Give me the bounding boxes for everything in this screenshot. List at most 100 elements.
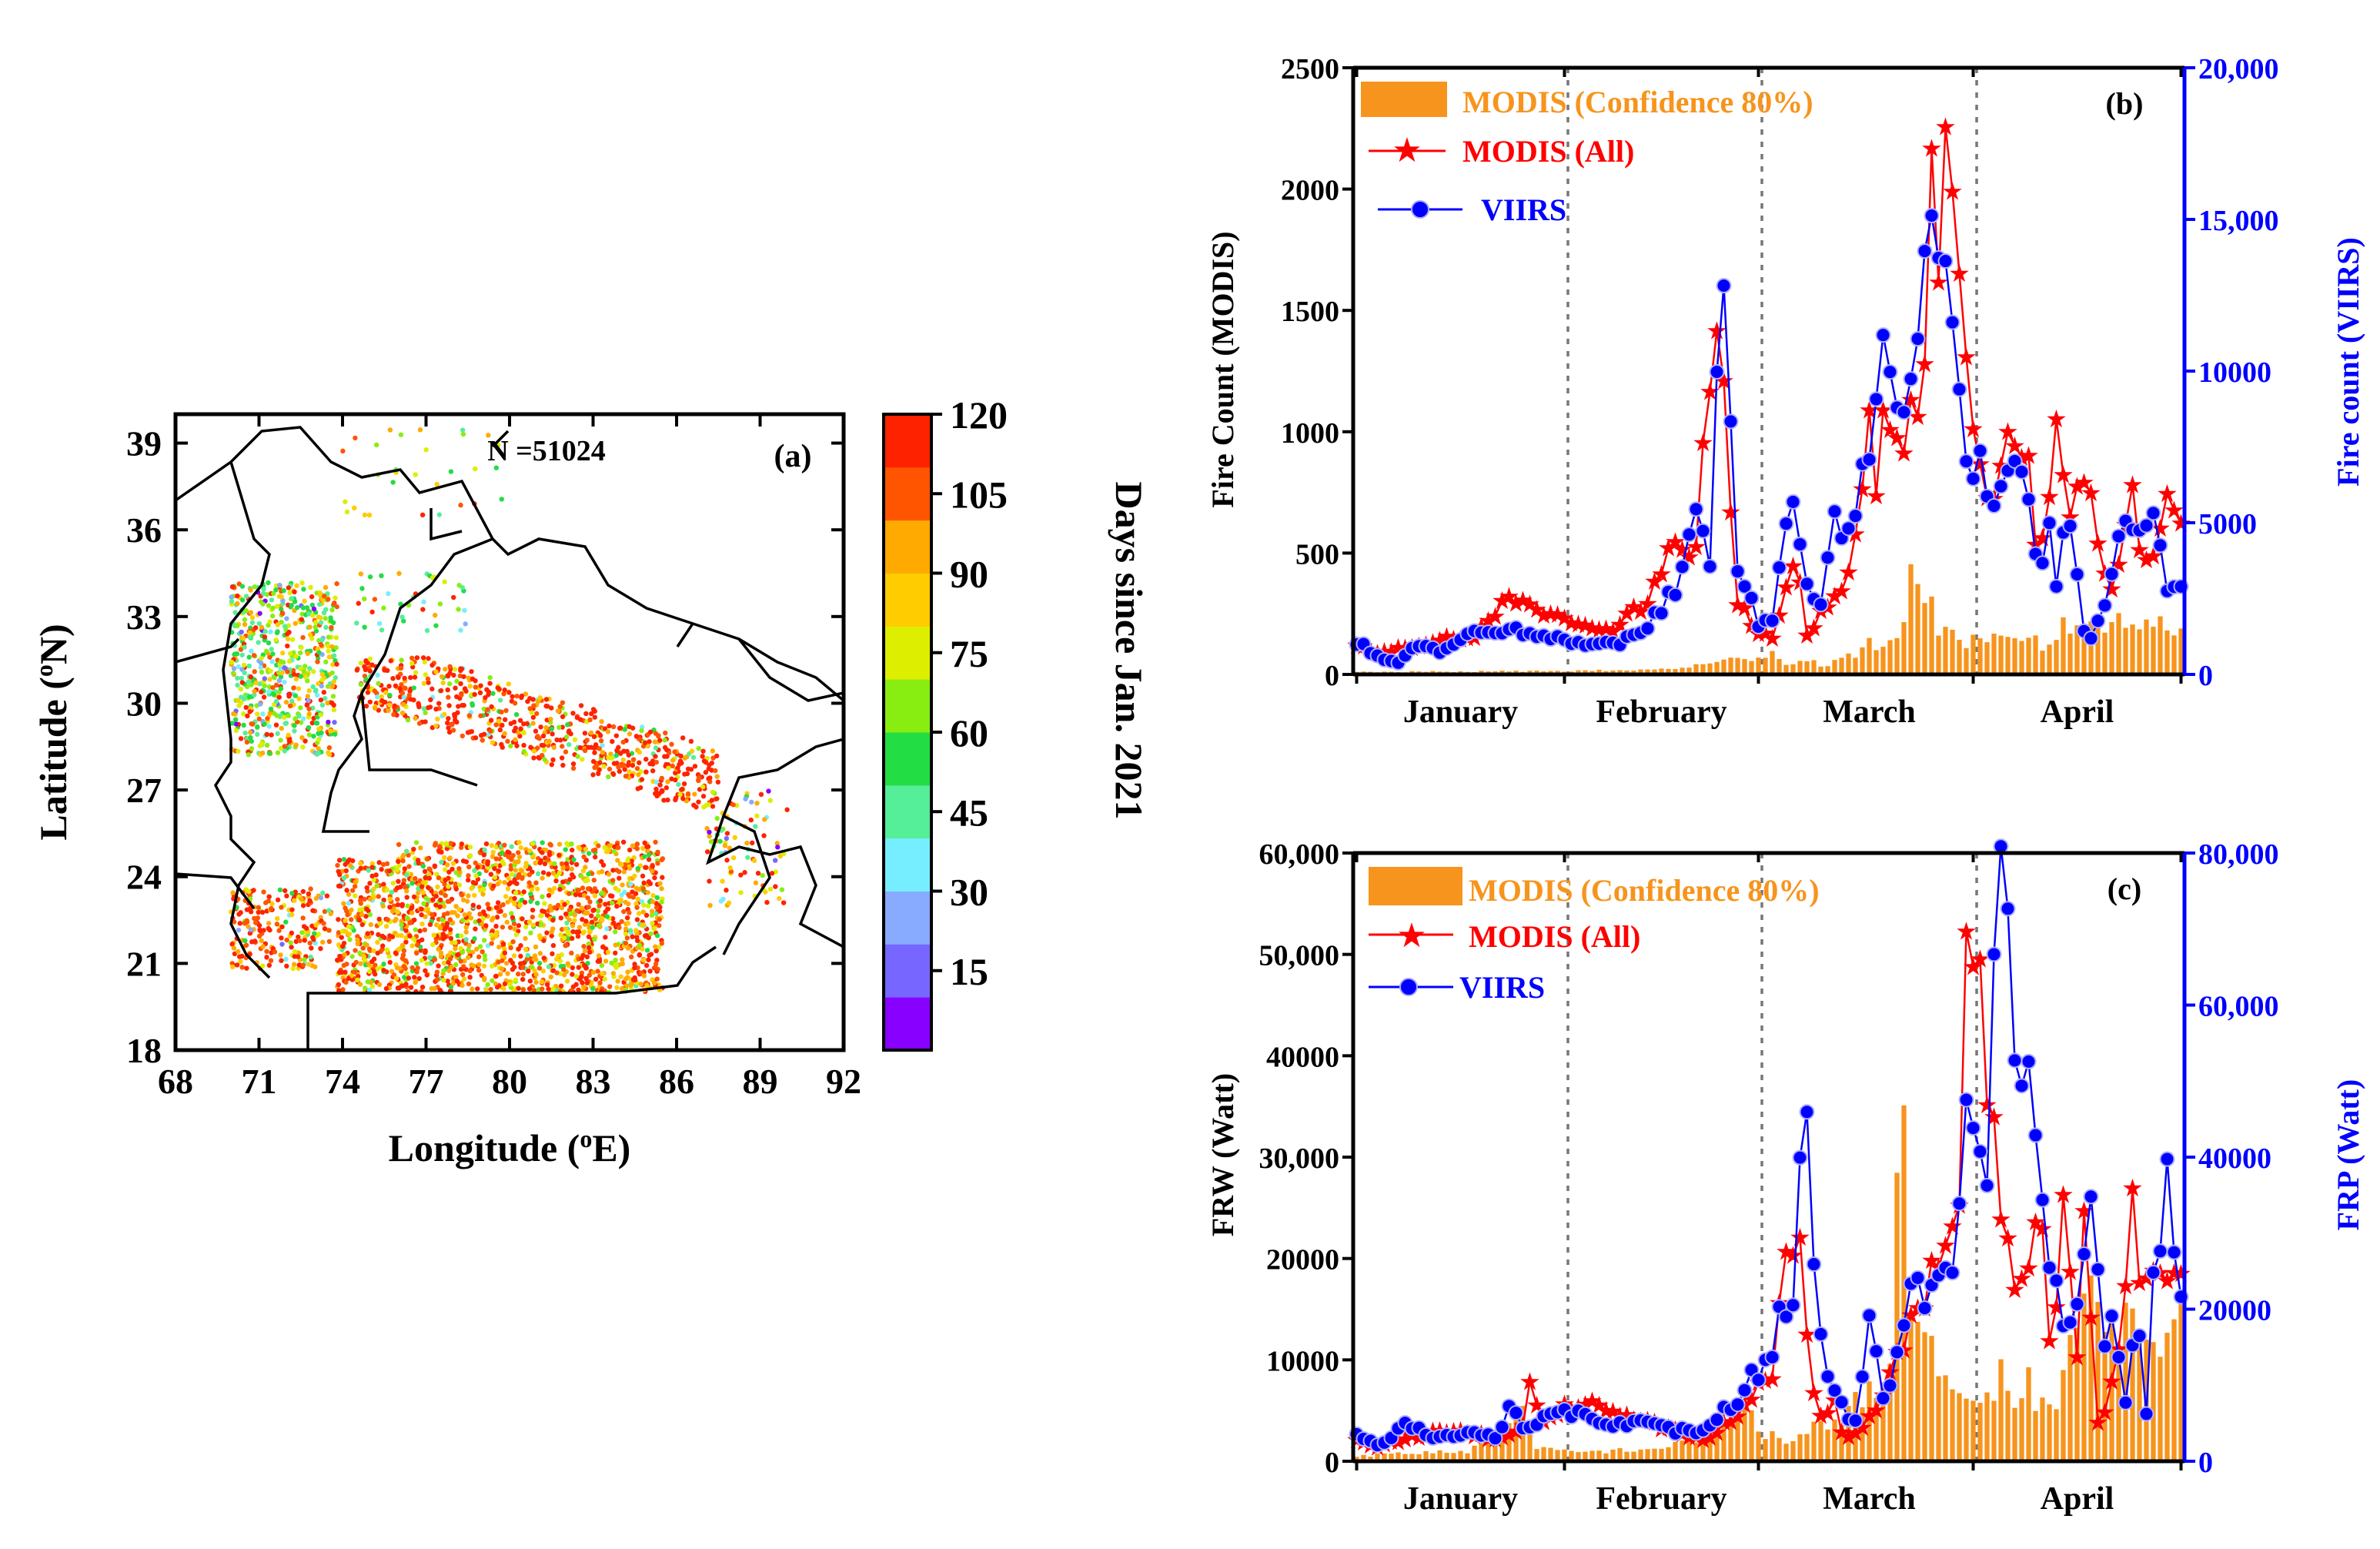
bar (1936, 1376, 1941, 1461)
fire-point (784, 807, 790, 812)
fire-point (235, 601, 240, 607)
fire-point (287, 703, 293, 709)
fire-point (642, 854, 647, 859)
fire-point (427, 704, 433, 710)
fire-point (460, 427, 466, 433)
fire-point (659, 899, 664, 905)
fire-point (502, 946, 507, 952)
fire-point (423, 968, 428, 974)
fire-point (324, 893, 330, 898)
fire-point (488, 718, 494, 723)
bar (2033, 1410, 2038, 1461)
fire-point (248, 587, 253, 593)
fire-point (755, 871, 761, 876)
fire-point (489, 704, 494, 710)
modis-all-point: ★ (1955, 918, 1977, 945)
fire-point (571, 857, 577, 862)
fire-point (602, 726, 608, 731)
fire-point (311, 606, 317, 612)
viirs-point (1882, 1377, 1898, 1393)
fire-point (442, 882, 447, 887)
fire-point (400, 858, 406, 864)
fire-point (409, 881, 415, 886)
fire-point (581, 892, 587, 898)
fire-point (326, 928, 332, 933)
fire-point (382, 667, 387, 673)
bar (1777, 1437, 1782, 1461)
viirs-point (1640, 621, 1656, 637)
fire-point (525, 969, 531, 974)
fire-point (544, 912, 550, 918)
fire-point (291, 962, 297, 967)
fire-point (610, 971, 617, 976)
bar (1375, 1454, 1380, 1461)
fire-point (510, 852, 516, 858)
fire-point (283, 699, 289, 705)
bar (1936, 635, 1941, 674)
fire-point (627, 928, 633, 933)
fire-point (346, 857, 353, 862)
fire-point (256, 905, 262, 910)
fire-point (548, 974, 553, 980)
fire-point (310, 613, 316, 618)
fire-point (453, 940, 458, 945)
fire-point (441, 912, 447, 917)
fire-point (744, 840, 750, 846)
fire-point (483, 987, 489, 992)
fire-point (358, 901, 363, 906)
viirs-point (1944, 1265, 1960, 1281)
fire-point (236, 748, 241, 754)
fire-point (493, 856, 500, 861)
fire-point (602, 845, 608, 851)
bar (1929, 1336, 1934, 1461)
bar (1617, 670, 1623, 674)
fire-point (546, 857, 551, 862)
bar (1402, 1454, 1408, 1461)
fire-point (381, 968, 386, 973)
fire-point (395, 897, 400, 902)
fire-point (610, 900, 615, 906)
fire-point (333, 645, 339, 651)
fire-point (398, 601, 403, 607)
fire-point (632, 965, 637, 971)
fire-point (472, 936, 477, 942)
fire-point (423, 950, 428, 955)
fire-point (276, 677, 282, 684)
fire-point (307, 632, 313, 637)
bar (1389, 1454, 1394, 1461)
fire-point (396, 570, 402, 577)
fire-point (239, 584, 246, 589)
bar (1714, 1429, 1720, 1461)
fire-point (393, 975, 399, 982)
panel-b-viirs-line (1349, 208, 2189, 671)
bar (1915, 1321, 1920, 1461)
fire-point (356, 601, 361, 606)
fire-point (532, 968, 537, 974)
fire-point (566, 729, 572, 735)
fire-point (476, 918, 482, 924)
fire-point (369, 984, 376, 989)
fire-point (296, 696, 302, 701)
fire-point (363, 658, 369, 664)
fire-point (526, 986, 533, 992)
bar (1735, 1403, 1740, 1461)
fire-point (574, 929, 580, 935)
viirs-point (1903, 371, 1919, 387)
fire-point (596, 771, 601, 777)
fire-point (556, 953, 561, 959)
fire-point (460, 964, 466, 969)
fire-point (284, 963, 289, 969)
fire-point (331, 707, 337, 713)
fire-point (292, 621, 298, 626)
fire-point (600, 862, 607, 868)
fire-point (321, 921, 326, 926)
fire-point (603, 909, 608, 915)
fire-point (393, 683, 399, 689)
viirs-point (2097, 1338, 2113, 1354)
fire-point (610, 738, 615, 744)
fire-point (583, 918, 589, 924)
fire-point (238, 736, 244, 741)
fire-point (441, 968, 446, 973)
fire-point (259, 938, 264, 944)
fire-point (264, 742, 270, 748)
